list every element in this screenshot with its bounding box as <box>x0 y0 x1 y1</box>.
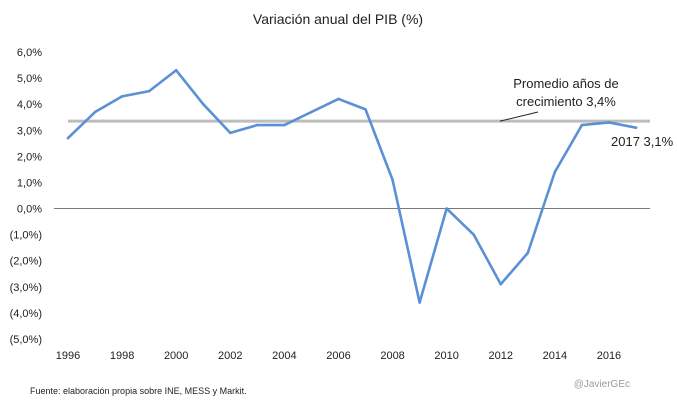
data-point <box>228 131 232 135</box>
y-tick-label: 5,0% <box>17 73 42 85</box>
data-point <box>634 126 638 129</box>
average-annotation-line2: crecimiento 3,4% <box>516 94 616 109</box>
x-tick-label: 2000 <box>164 350 188 362</box>
author-credit: @JavierGEc <box>574 379 630 390</box>
x-tick-label: 2014 <box>543 350 567 362</box>
y-tick-label: 2,0% <box>17 151 42 163</box>
gdp-series-line <box>66 68 638 304</box>
data-point <box>364 108 367 111</box>
data-point <box>120 95 124 98</box>
y-tick-label: 4,0% <box>17 99 42 111</box>
x-axis: 1996 1998 2000 2002 2004 2006 2008 2010 2012 2014… <box>56 350 621 362</box>
data-point <box>147 89 151 93</box>
data-point <box>526 251 530 255</box>
data-point <box>66 136 70 140</box>
data-point <box>256 123 259 127</box>
x-tick-label: 2012 <box>489 350 513 362</box>
last-point-annotation: 2017 3,1% <box>611 134 674 149</box>
source-note: Fuente: elaboración propia sobre INE, ME… <box>30 386 247 396</box>
average-annotation-line1: Promedio años de <box>513 76 619 91</box>
y-tick-label: 0,0% <box>17 204 42 216</box>
data-point <box>283 123 286 127</box>
data-point <box>93 110 97 114</box>
data-point <box>174 68 178 72</box>
x-tick-label: 1998 <box>110 350 134 362</box>
data-point <box>580 123 584 127</box>
data-point <box>445 207 448 210</box>
y-tick-label: 1,0% <box>17 177 42 189</box>
data-point <box>499 282 503 286</box>
x-tick-label: 1996 <box>56 350 80 362</box>
x-tick-label: 2008 <box>380 350 404 362</box>
x-tick-label: 2002 <box>218 350 242 362</box>
x-tick-label: 2004 <box>272 350 296 362</box>
data-point <box>607 121 611 124</box>
y-axis: 6,0% 5,0% 4,0% 3,0% 2,0% 1,0% 0,0% (1,0%) (2,0%)… <box>10 47 43 346</box>
chart-title: Variación anual del PIB (%) <box>253 11 423 27</box>
x-tick-label: 2006 <box>326 350 350 362</box>
y-tick-label: (4,0%) <box>10 308 42 320</box>
x-tick-label: 2010 <box>434 350 458 362</box>
y-tick-label: 3,0% <box>17 125 42 137</box>
x-tick-label: 2016 <box>597 350 621 362</box>
data-point <box>472 233 476 236</box>
data-point <box>553 170 557 174</box>
y-tick-label: (5,0%) <box>10 334 42 346</box>
y-tick-label: (3,0%) <box>10 282 42 294</box>
y-tick-label: (1,0%) <box>10 230 42 242</box>
average-annotation-leader <box>499 111 539 122</box>
data-point <box>337 97 340 101</box>
data-point <box>418 301 421 304</box>
y-tick-label: (2,0%) <box>10 256 42 268</box>
gdp-data-points <box>66 68 638 304</box>
y-tick-label: 6,0% <box>17 47 42 59</box>
data-point <box>310 110 313 114</box>
data-point <box>391 178 394 182</box>
data-point <box>201 102 205 106</box>
